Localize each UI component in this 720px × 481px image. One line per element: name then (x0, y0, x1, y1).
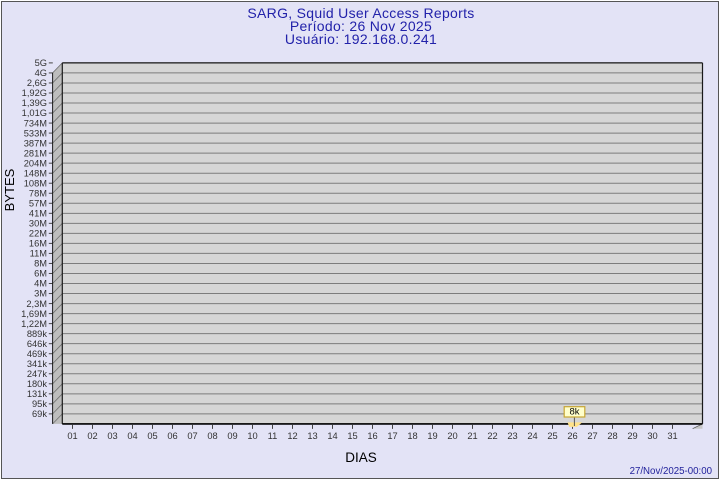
svg-text:1,69M: 1,69M (21, 309, 47, 319)
svg-text:69k: 69k (32, 409, 47, 419)
svg-text:12: 12 (287, 431, 297, 441)
svg-text:16: 16 (367, 431, 377, 441)
svg-text:27: 27 (587, 431, 597, 441)
svg-text:07: 07 (187, 431, 197, 441)
svg-text:05: 05 (147, 431, 157, 441)
svg-text:08: 08 (207, 431, 217, 441)
svg-text:28: 28 (607, 431, 617, 441)
svg-text:2,3M: 2,3M (26, 299, 47, 309)
svg-text:646k: 646k (27, 339, 48, 349)
svg-text:25: 25 (547, 431, 557, 441)
svg-text:10: 10 (247, 431, 257, 441)
svg-text:30: 30 (647, 431, 657, 441)
svg-text:533M: 533M (24, 128, 47, 138)
svg-text:734M: 734M (24, 118, 47, 128)
svg-text:26: 26 (567, 431, 577, 441)
svg-text:889k: 889k (27, 329, 48, 339)
svg-text:281M: 281M (24, 148, 47, 158)
svg-text:3M: 3M (34, 289, 47, 299)
svg-text:8k: 8k (569, 407, 579, 418)
svg-text:22: 22 (487, 431, 497, 441)
svg-text:1,01G: 1,01G (22, 108, 47, 118)
svg-text:11M: 11M (30, 249, 47, 259)
svg-text:5G: 5G (35, 58, 47, 68)
svg-text:11: 11 (268, 431, 278, 441)
svg-text:469k: 469k (27, 349, 48, 359)
svg-text:22M: 22M (29, 229, 47, 239)
svg-text:247k: 247k (27, 369, 48, 379)
svg-text:148M: 148M (24, 168, 47, 178)
svg-text:21: 21 (467, 431, 477, 441)
svg-text:31: 31 (667, 431, 677, 441)
svg-text:4M: 4M (34, 279, 47, 289)
svg-text:2,6G: 2,6G (27, 78, 47, 88)
svg-text:131k: 131k (27, 389, 48, 399)
svg-text:20: 20 (447, 431, 457, 441)
svg-text:1,22M: 1,22M (21, 319, 47, 329)
svg-text:01: 01 (67, 431, 77, 441)
svg-text:8M: 8M (34, 259, 47, 269)
svg-text:13: 13 (307, 431, 317, 441)
svg-text:387M: 387M (24, 138, 47, 148)
svg-text:04: 04 (127, 431, 137, 441)
svg-text:180k: 180k (27, 379, 48, 389)
svg-text:06: 06 (167, 431, 177, 441)
svg-text:95k: 95k (32, 399, 47, 409)
svg-text:03: 03 (107, 431, 117, 441)
svg-text:1,39G: 1,39G (22, 98, 47, 108)
svg-text:30M: 30M (29, 219, 47, 229)
svg-text:204M: 204M (24, 158, 47, 168)
svg-text:57M: 57M (29, 198, 47, 208)
svg-text:17: 17 (387, 431, 397, 441)
svg-text:18: 18 (407, 431, 417, 441)
svg-text:23: 23 (507, 431, 517, 441)
svg-text:341k: 341k (27, 359, 48, 369)
svg-text:6M: 6M (34, 269, 47, 279)
svg-text:4G: 4G (35, 68, 47, 78)
svg-text:41M: 41M (29, 209, 47, 219)
svg-text:24: 24 (527, 431, 537, 441)
svg-text:02: 02 (87, 431, 97, 441)
svg-text:1,92G: 1,92G (22, 88, 47, 98)
svg-text:19: 19 (427, 431, 437, 441)
svg-text:108M: 108M (24, 178, 47, 188)
svg-text:15: 15 (347, 431, 357, 441)
svg-text:29: 29 (627, 431, 637, 441)
svg-text:78M: 78M (29, 188, 47, 198)
svg-text:16M: 16M (29, 239, 47, 249)
svg-text:14: 14 (327, 431, 337, 441)
svg-text:09: 09 (227, 431, 237, 441)
